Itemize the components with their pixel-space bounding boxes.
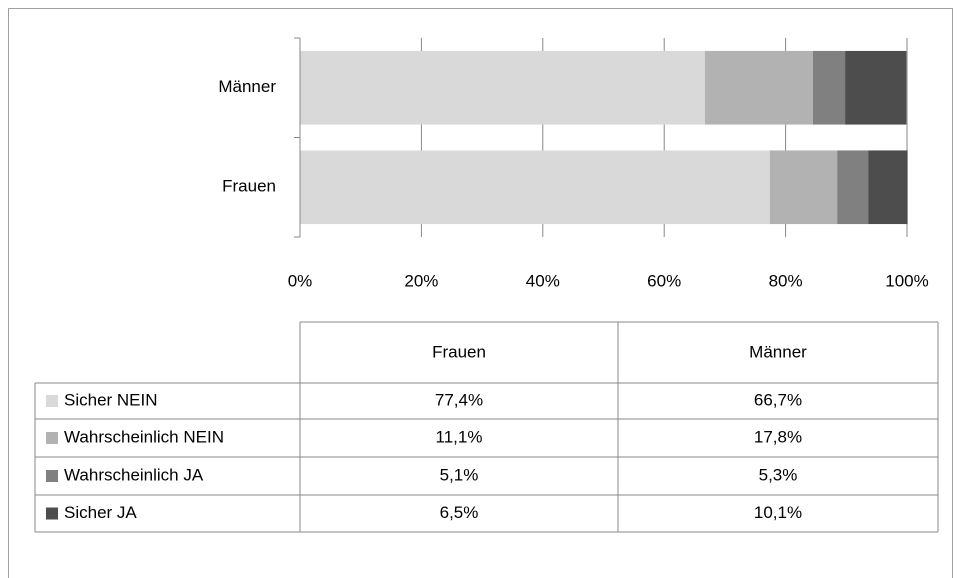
table-cell: 66,7% xyxy=(754,390,802,409)
legend-label: Sicher NEIN xyxy=(64,390,158,409)
bar-segment xyxy=(300,150,770,225)
legend-key xyxy=(46,507,58,520)
bar-segment xyxy=(704,50,813,125)
x-tick-label: 80% xyxy=(769,271,803,290)
x-tick-label: 100% xyxy=(885,271,928,290)
legend-label: Wahrscheinlich NEIN xyxy=(64,427,224,446)
x-tick-label: 0% xyxy=(288,271,313,290)
bar-segment xyxy=(845,50,907,125)
table-cell: 5,3% xyxy=(759,465,798,484)
bar-segment xyxy=(868,150,908,225)
legend-key xyxy=(46,432,58,444)
bar-segment xyxy=(769,150,838,225)
table-cell: 11,1% xyxy=(436,427,483,446)
x-tick-label: 40% xyxy=(526,271,560,290)
table-cell: 17,8% xyxy=(754,427,802,446)
legend-key xyxy=(46,470,58,482)
table-header: Frauen xyxy=(432,342,486,361)
bar-segment xyxy=(300,50,705,125)
table-cell: 5,1% xyxy=(440,465,479,484)
x-tick-label: 60% xyxy=(647,271,681,290)
legend-label: Sicher JA xyxy=(64,503,137,522)
table-cell: 6,5% xyxy=(440,503,479,522)
table-cell: 10,1% xyxy=(754,503,802,522)
table-cell: 77,4% xyxy=(435,390,483,409)
y-tick-label: Frauen xyxy=(222,177,276,196)
y-tick-label: Männer xyxy=(218,77,276,96)
bar-segment xyxy=(812,50,846,125)
x-tick-label: 20% xyxy=(404,271,438,290)
bar-segment xyxy=(837,150,869,225)
chart-frame xyxy=(8,8,953,578)
legend-key xyxy=(46,395,58,407)
legend-label: Wahrscheinlich JA xyxy=(64,465,204,484)
table-header: Männer xyxy=(749,342,807,361)
